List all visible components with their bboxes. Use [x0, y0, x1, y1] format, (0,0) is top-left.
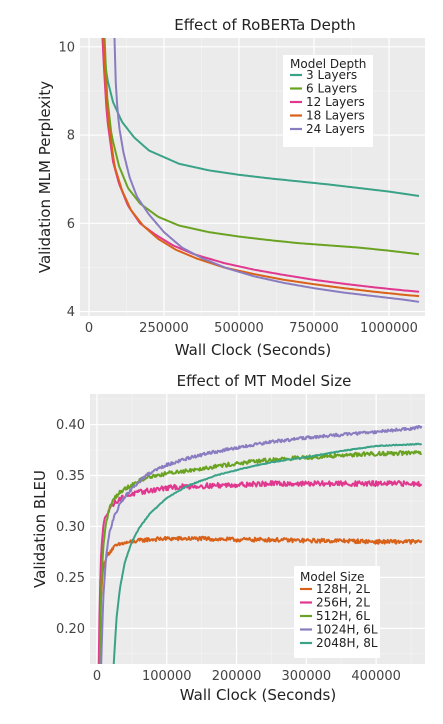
chart-title: Effect of MT Model Size — [177, 372, 352, 390]
series-line-12-layers — [101, 38, 420, 293]
chart-mt-model-size: Effect of MT Model Size 0 100000 200000 300… — [31, 372, 425, 704]
x-tick-label: 0 — [93, 669, 101, 684]
series-line-18-layers — [102, 38, 420, 298]
series-group — [101, 38, 420, 303]
y-tick-labels: 4 6 8 10 — [58, 40, 75, 320]
x-tick-label: 500000 — [214, 321, 264, 336]
y-axis-label: Validation MLM Perplexity — [36, 81, 54, 273]
legend-item-label: 512H, 6L — [316, 609, 370, 623]
x-tick-label: 250000 — [139, 321, 189, 336]
x-axis-label: Wall Clock (Seconds) — [175, 341, 331, 359]
x-tick-label: 100000 — [142, 669, 192, 684]
x-tick-label: 300000 — [282, 669, 332, 684]
series-line-512h-6l — [98, 450, 423, 664]
x-tick-label: 750000 — [289, 321, 339, 336]
series-line-2048h-8l — [112, 442, 423, 664]
series-line-6-layers — [103, 38, 420, 256]
x-tick-label: 200000 — [212, 669, 262, 684]
legend-title: Model Depth — [290, 57, 366, 71]
x-tick-label: 400000 — [351, 669, 401, 684]
series-line-3-layers — [101, 38, 420, 197]
y-tick-label: 0.25 — [56, 571, 85, 586]
x-tick-labels: 0 100000 200000 300000 400000 — [93, 669, 401, 684]
y-tick-label: 8 — [67, 129, 75, 144]
y-tick-label: 0.20 — [56, 622, 85, 637]
legend-item-label: 6 Layers — [306, 82, 357, 96]
x-tick-labels: 0 250000 500000 750000 1000000 — [85, 321, 418, 336]
series-line-24-layers — [113, 38, 420, 303]
x-tick-label: 0 — [85, 321, 93, 336]
y-axis-label: Validation BLEU — [31, 470, 49, 588]
legend-item-label: 3 Layers — [306, 68, 357, 82]
series-line-128h-2l — [98, 535, 423, 664]
legend-item-label: 24 Layers — [306, 122, 365, 136]
y-tick-label: 0.35 — [56, 469, 85, 484]
x-tick-label: 1000000 — [360, 321, 418, 336]
legend-item-label: 18 Layers — [306, 109, 365, 123]
y-tick-label: 6 — [67, 217, 75, 232]
chart-title: Effect of RoBERTa Depth — [174, 16, 356, 34]
y-tick-label: 0.40 — [56, 418, 85, 433]
grid — [90, 394, 425, 664]
legend-item-label: 128H, 2L — [316, 582, 370, 596]
legend-item-label: 2048H, 8L — [316, 636, 378, 650]
y-tick-labels: 0.20 0.25 0.30 0.35 0.40 — [56, 418, 85, 637]
chart-roberta-depth: Effect of RoBERTa Depth 0 250000 500000 750… — [36, 16, 425, 359]
series-group — [97, 424, 423, 664]
series-line-1024h-6l — [100, 424, 423, 664]
y-tick-label: 10 — [58, 40, 75, 55]
legend-title: Model Size — [300, 570, 364, 584]
legend-item-label: 256H, 2L — [316, 596, 370, 610]
x-axis-label: Wall Clock (Seconds) — [180, 686, 336, 704]
y-tick-label: 0.30 — [56, 520, 85, 535]
legend-item-label: 1024H, 6L — [316, 623, 378, 637]
legend-item-label: 12 Layers — [306, 95, 365, 109]
series-line-256h-2l — [97, 480, 423, 664]
grid — [80, 38, 425, 316]
y-tick-label: 4 — [67, 305, 75, 320]
